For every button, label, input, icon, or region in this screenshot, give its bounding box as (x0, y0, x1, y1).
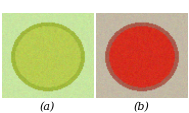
X-axis label: (b): (b) (134, 101, 149, 111)
X-axis label: (a): (a) (40, 101, 55, 111)
